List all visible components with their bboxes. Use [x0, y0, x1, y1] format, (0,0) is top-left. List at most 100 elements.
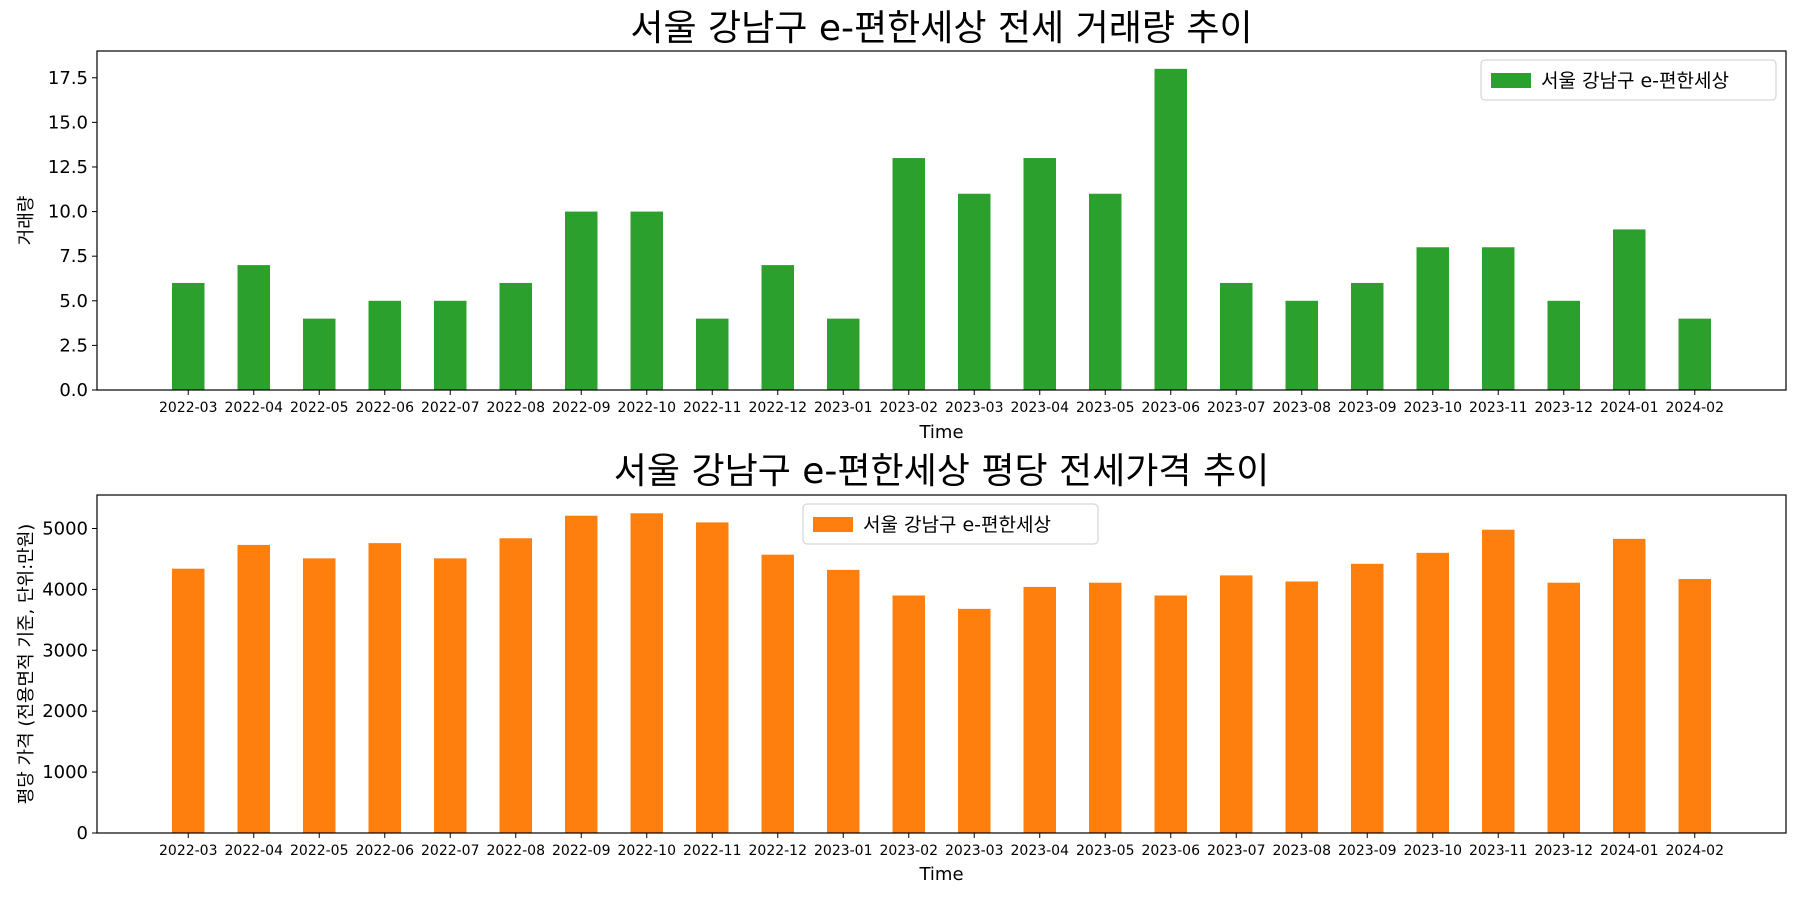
volume-x-tick-label: 2023-11: [1469, 400, 1528, 416]
volume-bar-2023-08: [1285, 300, 1318, 390]
volume-bar-2023-05: [1089, 193, 1122, 390]
volume-bar-2022-03: [172, 282, 205, 390]
volume-bar-2023-09: [1351, 282, 1384, 390]
price-x-tick-label: 2022-09: [552, 843, 611, 859]
volume-x-tick-label: 2022-03: [159, 400, 218, 416]
volume-bar-2023-04: [1023, 158, 1056, 390]
price-x-tick-label: 2023-01: [814, 843, 873, 859]
volume-bar-2022-08: [499, 282, 532, 390]
price-bar-2022-03: [172, 568, 205, 833]
price-y-tick-label: 4000: [42, 579, 88, 600]
volume-bar-2022-04: [237, 265, 270, 390]
price-x-tick-label: 2023-10: [1404, 843, 1463, 859]
volume-x-tick-label: 2022-12: [749, 400, 808, 416]
volume-x-tick-label: 2023-12: [1535, 400, 1594, 416]
volume-x-tick-label: 2023-03: [945, 400, 1004, 416]
price-x-tick-label: 2023-06: [1142, 843, 1201, 859]
volume-x-tick-label: 2023-02: [880, 400, 939, 416]
price-x-tick-label: 2023-08: [1273, 843, 1332, 859]
volume-y-tick-label: 12.5: [48, 157, 88, 178]
price-bar-2023-05: [1089, 582, 1122, 833]
volume-x-tick-label: 2023-06: [1142, 400, 1201, 416]
price-bar-2023-02: [892, 595, 925, 833]
volume-bar-2024-01: [1613, 229, 1646, 390]
volume-bar-2022-05: [303, 318, 336, 390]
price-x-tick-label: 2023-05: [1076, 843, 1135, 859]
price-y-tick-label: 5000: [42, 518, 88, 539]
volume-x-tick-label: 2023-05: [1076, 400, 1135, 416]
volume-bar-2023-11: [1482, 247, 1515, 390]
price-bar-2024-02: [1678, 579, 1711, 833]
price-x-tick-label: 2022-08: [487, 843, 546, 859]
price-chart: 서울 강남구 e-편한세상 평당 전세가격 추이 2022-03 2022-04 20…: [16, 451, 1787, 885]
price-x-tick-label: 2022-06: [356, 843, 415, 859]
volume-chart: 서울 강남구 e-편한세상 전세 거래량 추이 2022-03 2022-04 202…: [16, 8, 1787, 443]
price-bar-2022-08: [499, 538, 532, 833]
price-bar-2023-10: [1416, 552, 1449, 833]
volume-bar-2023-01: [827, 318, 860, 390]
price-y-tick-label: 2000: [42, 701, 88, 722]
volume-bar-2023-10: [1416, 247, 1449, 390]
volume-legend-box: [1480, 59, 1777, 101]
price-bar-2022-06: [368, 543, 401, 833]
volume-x-tick-label: 2024-02: [1666, 400, 1725, 416]
price-bar-2022-11: [696, 522, 729, 833]
volume-x-tick-label: 2022-04: [225, 400, 284, 416]
price-chart-title: 서울 강남구 e-편한세상 평당 전세가격 추이: [614, 451, 1269, 492]
volume-bar-2023-02: [892, 158, 925, 390]
price-x-tick-label: 2022-12: [749, 843, 808, 859]
volume-y-tick-label: 17.5: [48, 68, 88, 89]
volume-bar-2022-06: [368, 300, 401, 390]
price-y-axis-label: 평당 가격 (전용면적 기준, 단위:만원): [16, 524, 37, 805]
price-bar-2022-12: [761, 554, 794, 833]
price-bar-2023-09: [1351, 563, 1384, 833]
price-x-tick-label: 2023-02: [880, 843, 939, 859]
volume-x-axis-label: Time: [918, 422, 963, 443]
volume-y-tick-label: 15.0: [48, 112, 88, 133]
price-bar-2023-11: [1482, 529, 1515, 833]
price-bar-2023-06: [1154, 595, 1187, 833]
volume-bar-2023-03: [958, 193, 991, 390]
volume-y-axis-label: 거래량: [16, 196, 37, 246]
volume-bar-2024-02: [1678, 318, 1711, 390]
volume-bar-2022-10: [630, 211, 663, 390]
volume-y-tick-label: 0.0: [59, 380, 88, 401]
price-x-tick-label: 2023-11: [1469, 843, 1528, 859]
price-bar-2022-04: [237, 544, 270, 833]
price-legend: 서울 강남구 e-편한세상: [802, 503, 1099, 545]
price-bar-2023-08: [1285, 581, 1318, 833]
volume-legend-swatch: [1491, 73, 1531, 88]
volume-x-tick-label: 2022-10: [618, 400, 677, 416]
volume-x-tick-label: 2022-06: [356, 400, 415, 416]
volume-bar-2023-07: [1220, 282, 1253, 390]
volume-y-tick-label: 10.0: [48, 202, 88, 223]
volume-y-tick-label: 7.5: [59, 246, 88, 267]
volume-x-tick-label: 2023-04: [1011, 400, 1070, 416]
volume-x-tick-label: 2022-11: [683, 400, 742, 416]
volume-x-tick-label: 2022-05: [290, 400, 349, 416]
price-bar-2023-07: [1220, 575, 1253, 833]
volume-x-tick-label: 2024-01: [1600, 400, 1659, 416]
volume-plot-frame: [96, 50, 1787, 391]
price-x-tick-label: 2022-07: [421, 843, 480, 859]
price-x-axis-label: Time: [918, 864, 963, 885]
price-bar-2023-03: [958, 608, 991, 833]
volume-bar-2022-09: [565, 211, 598, 390]
volume-legend-label: 서울 강남구 e-편한세상: [1541, 70, 1729, 92]
price-x-tick-label: 2023-12: [1535, 843, 1594, 859]
volume-x-tick-label: 2023-10: [1404, 400, 1463, 416]
volume-x-tick-label: 2023-08: [1273, 400, 1332, 416]
price-plot-frame: [96, 494, 1787, 834]
price-bar-2022-07: [434, 558, 467, 833]
price-x-tick-label: 2024-01: [1600, 843, 1659, 859]
volume-bar-2023-12: [1547, 300, 1580, 390]
price-x-tick-label: 2022-05: [290, 843, 349, 859]
price-bar-2022-05: [303, 558, 336, 833]
price-bar-2022-09: [565, 515, 598, 833]
price-x-tick-label: 2023-04: [1011, 843, 1070, 859]
price-y-tick-label: 3000: [42, 640, 88, 661]
volume-x-tick-label: 2023-01: [814, 400, 873, 416]
volume-chart-title: 서울 강남구 e-편한세상 전세 거래량 추이: [630, 8, 1252, 49]
price-x-tick-label: 2022-03: [159, 843, 218, 859]
